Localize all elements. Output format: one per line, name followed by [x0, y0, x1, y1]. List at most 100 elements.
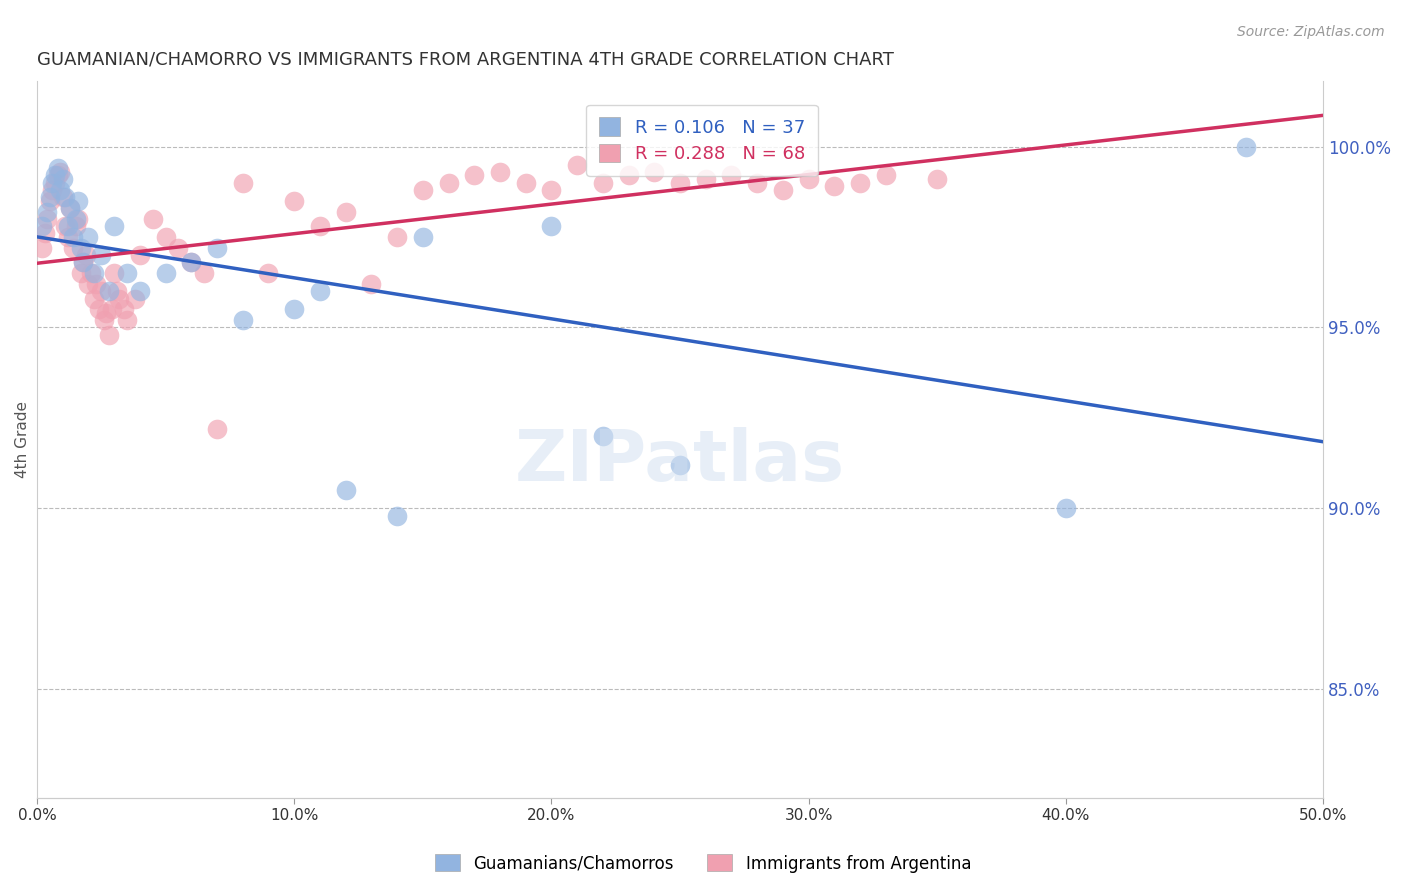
Point: [540, 219, 562, 234]
Point: [695, 172, 717, 186]
Point: [56, 219, 79, 234]
Point: [84, 277, 107, 291]
Point: [67, 211, 90, 226]
Point: [155, 230, 177, 244]
Point: [44, 176, 66, 190]
Point: [617, 169, 640, 183]
Point: [1234, 139, 1257, 153]
Point: [540, 183, 562, 197]
Point: [283, 302, 305, 317]
Point: [65, 211, 87, 226]
Point: [108, 292, 131, 306]
Point: [592, 429, 614, 443]
Point: [463, 169, 485, 183]
Point: [257, 266, 280, 280]
Point: [927, 172, 949, 186]
Point: [90, 285, 112, 299]
Point: [72, 255, 94, 269]
Legend: Guamanians/Chamorros, Immigrants from Argentina: Guamanians/Chamorros, Immigrants from Ar…: [429, 847, 977, 880]
Point: [412, 230, 434, 244]
Point: [98, 327, 121, 342]
Point: [52, 190, 75, 204]
Point: [797, 172, 820, 186]
Point: [31, 219, 53, 234]
Point: [360, 277, 382, 291]
Point: [115, 313, 138, 327]
Point: [62, 230, 84, 244]
Text: GUAMANIAN/CHAMORRO VS IMMIGRANTS FROM ARGENTINA 4TH GRADE CORRELATION CHART: GUAMANIAN/CHAMORRO VS IMMIGRANTS FROM AR…: [37, 51, 894, 69]
Point: [77, 230, 100, 244]
Point: [875, 169, 897, 183]
Point: [83, 292, 105, 306]
Point: [56, 230, 79, 244]
Y-axis label: 4th Grade: 4th Grade: [15, 401, 30, 478]
Point: [59, 201, 82, 215]
Point: [1054, 501, 1077, 516]
Point: [34, 227, 56, 241]
Point: [90, 248, 112, 262]
Legend: R = 0.106   N = 37, R = 0.288   N = 68: R = 0.106 N = 37, R = 0.288 N = 68: [586, 104, 818, 176]
Point: [80, 266, 103, 280]
Point: [87, 302, 110, 317]
Point: [283, 194, 305, 208]
Point: [592, 176, 614, 190]
Point: [37, 211, 59, 226]
Point: [335, 483, 357, 498]
Point: [49, 183, 72, 197]
Point: [205, 422, 228, 436]
Point: [309, 219, 332, 234]
Point: [142, 211, 165, 226]
Point: [437, 176, 460, 190]
Point: [52, 172, 75, 186]
Point: [98, 285, 121, 299]
Point: [849, 176, 872, 190]
Point: [193, 266, 215, 280]
Point: [669, 458, 692, 472]
Point: [720, 169, 742, 183]
Point: [41, 176, 63, 190]
Text: Source: ZipAtlas.com: Source: ZipAtlas.com: [1237, 25, 1385, 39]
Point: [38, 194, 60, 208]
Point: [103, 219, 125, 234]
Point: [77, 277, 100, 291]
Point: [44, 169, 66, 183]
Point: [643, 165, 665, 179]
Point: [412, 183, 434, 197]
Point: [67, 194, 90, 208]
Point: [59, 201, 82, 215]
Point: [232, 313, 254, 327]
Point: [335, 204, 357, 219]
Point: [53, 219, 76, 234]
Point: [385, 508, 408, 523]
Point: [515, 176, 537, 190]
Point: [75, 248, 97, 262]
Point: [72, 255, 94, 269]
Point: [49, 165, 72, 179]
Point: [112, 302, 135, 317]
Point: [155, 266, 177, 280]
Point: [124, 292, 146, 306]
Point: [37, 204, 59, 219]
Point: [180, 255, 202, 269]
Point: [69, 266, 91, 280]
Point: [565, 158, 588, 172]
Point: [96, 306, 118, 320]
Point: [232, 176, 254, 190]
Point: [65, 219, 87, 234]
Point: [309, 285, 332, 299]
Point: [103, 266, 125, 280]
Point: [62, 241, 84, 255]
Text: ZIPatlas: ZIPatlas: [515, 426, 845, 496]
Point: [669, 176, 692, 190]
Point: [180, 255, 202, 269]
Point: [489, 165, 512, 179]
Point: [747, 176, 769, 190]
Point: [83, 266, 105, 280]
Point: [128, 285, 150, 299]
Point: [53, 190, 76, 204]
Point: [100, 302, 122, 317]
Point: [105, 285, 128, 299]
Point: [167, 241, 190, 255]
Point: [41, 183, 63, 197]
Point: [38, 190, 60, 204]
